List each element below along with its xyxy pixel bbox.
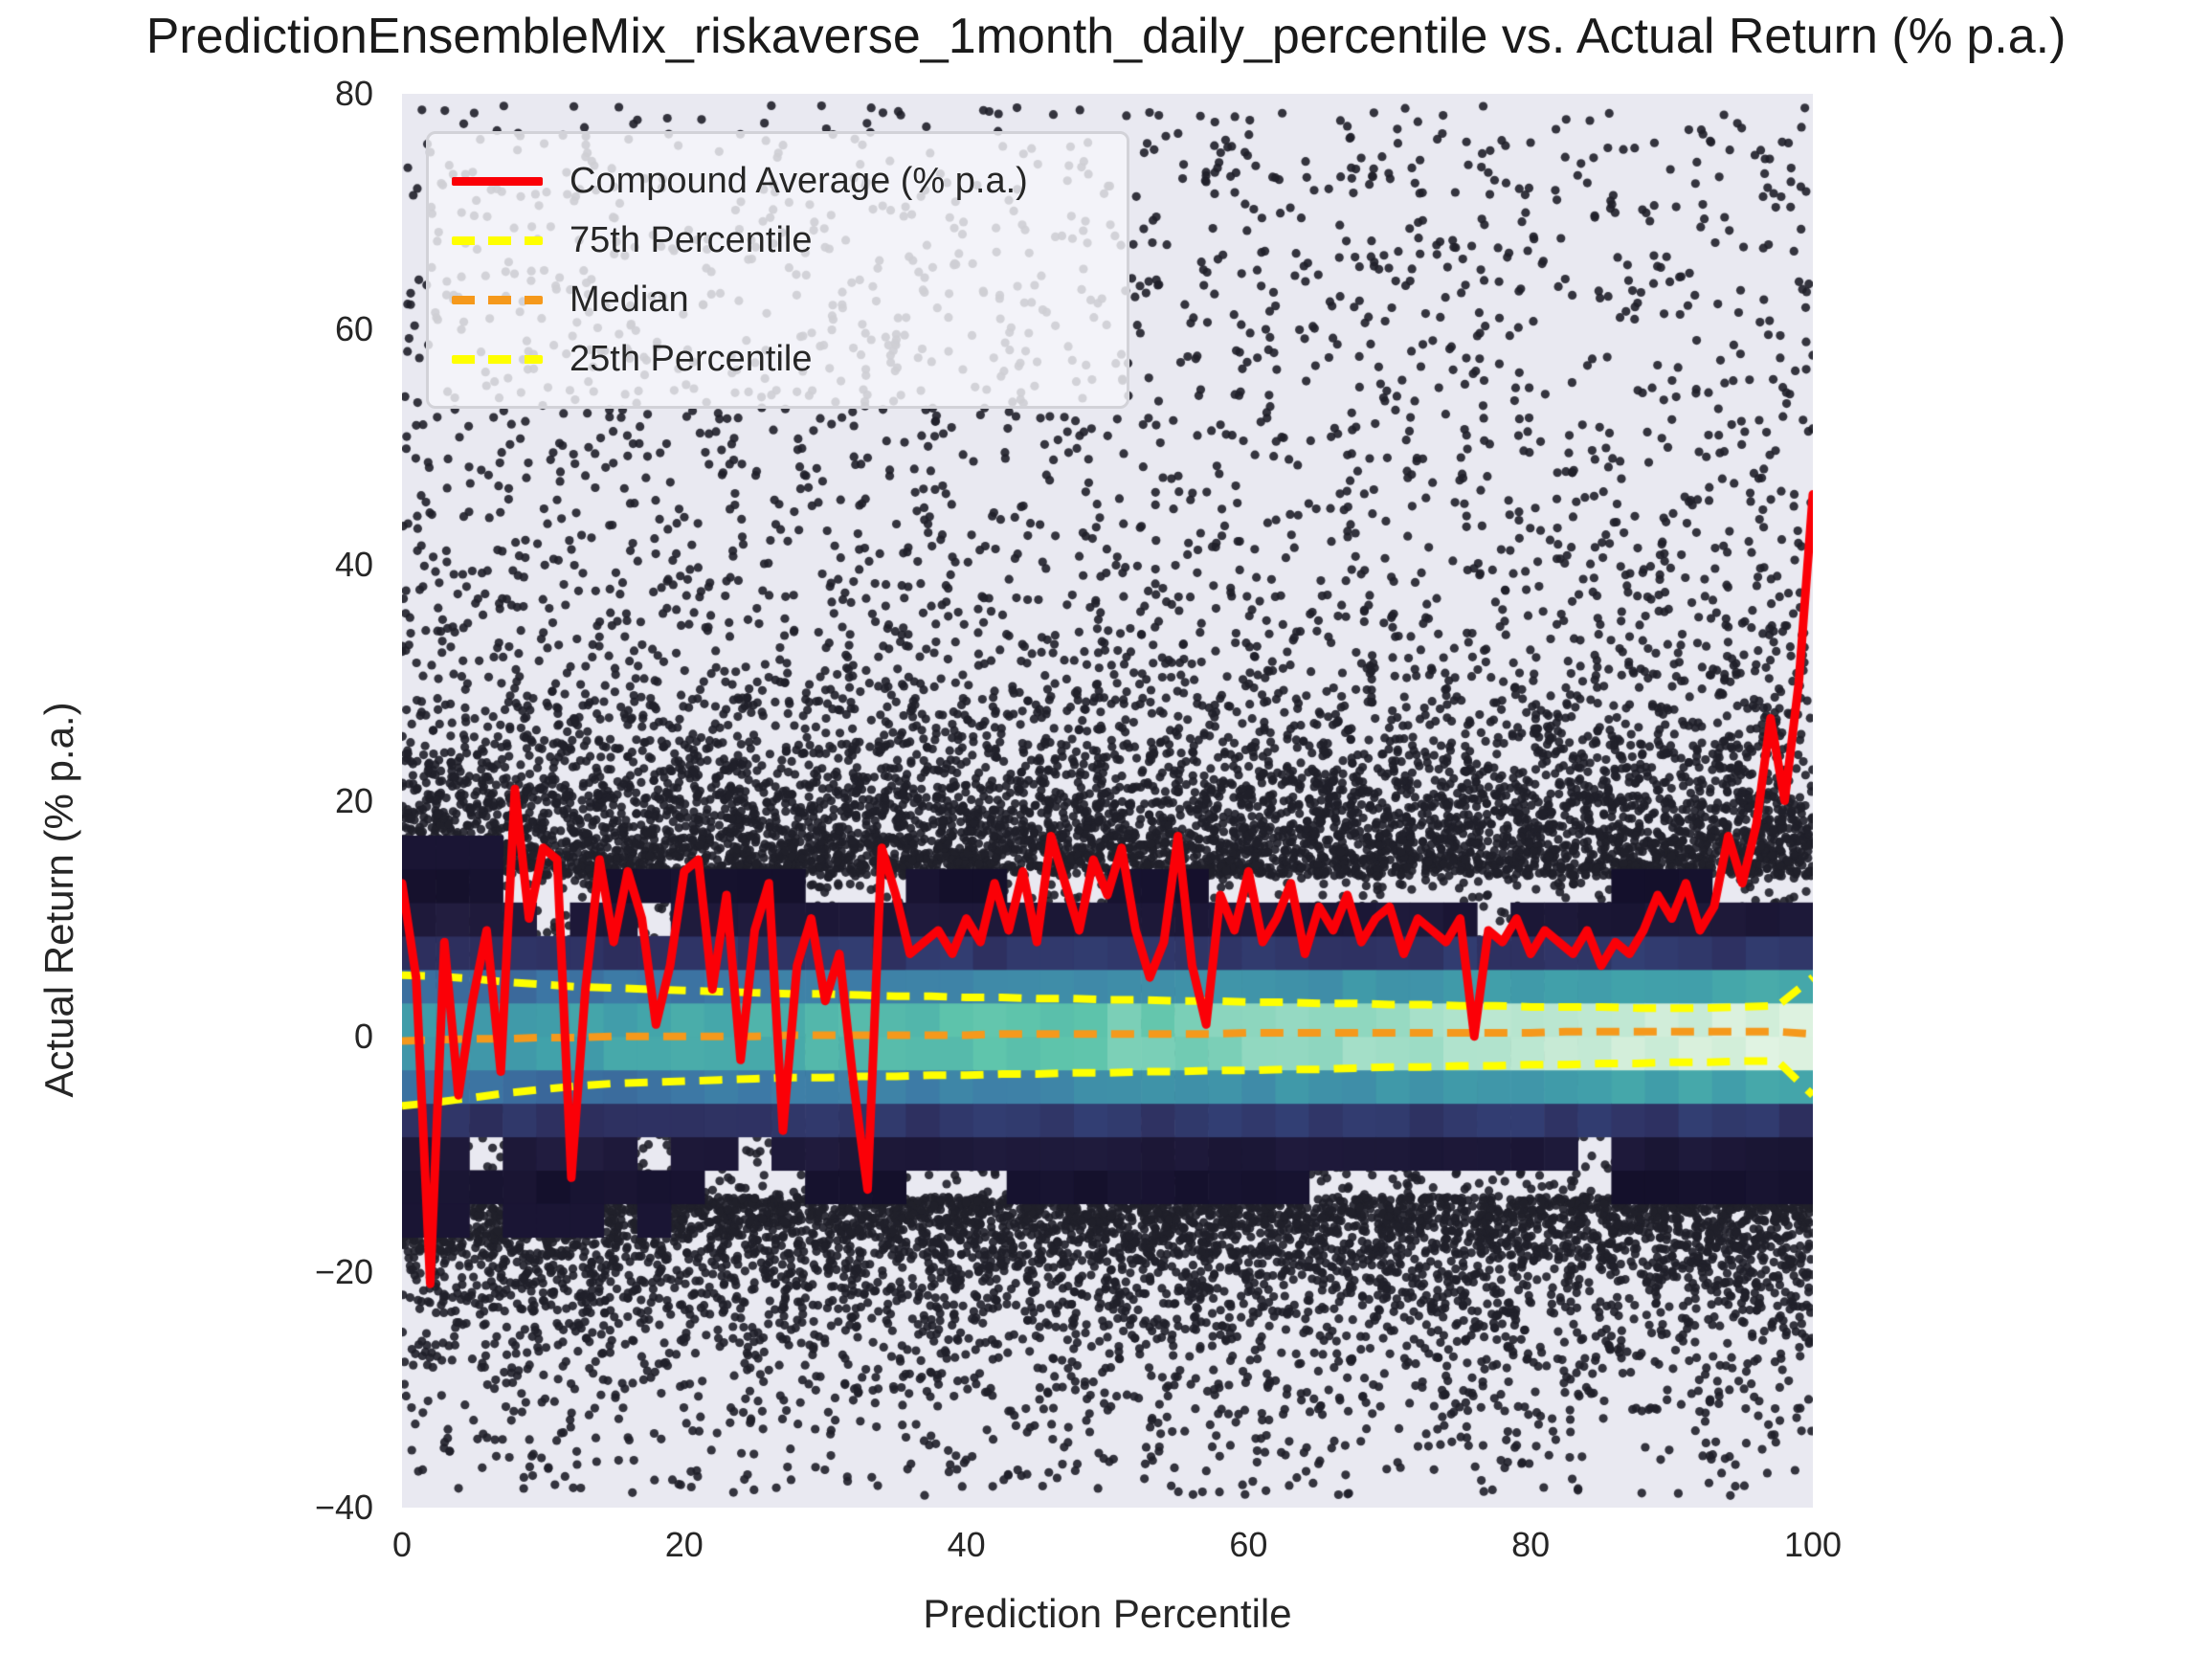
x-tick-label: 100: [1783, 1525, 1843, 1564]
legend-item-label: 75th Percentile: [570, 219, 813, 260]
legend-item-label: Median: [570, 279, 689, 320]
legend-box: Compound Average (% p.a.) 75th Percentile…: [426, 131, 1129, 409]
y-tick-label: −40: [314, 1488, 373, 1527]
legend-item-label: 25th Percentile: [570, 338, 813, 379]
legend-item: Compound Average (% p.a.): [452, 151, 1104, 211]
legend-item: 25th Percentile: [452, 329, 1104, 389]
y-tick-label: 20: [334, 780, 373, 820]
x-tick-label: 80: [1511, 1525, 1551, 1564]
legend-item-label: Compound Average (% p.a.): [570, 160, 1028, 201]
y-tick-label: −20: [314, 1251, 373, 1291]
dashed-line-swatch-icon: [452, 354, 543, 364]
x-tick-label: 20: [664, 1525, 704, 1564]
plot-area: Compound Average (% p.a.) 75th Percentile…: [402, 94, 1813, 1508]
solid-line-swatch-icon: [452, 176, 543, 186]
chart-title: PredictionEnsembleMix_riskaverse_1month_…: [145, 9, 2067, 64]
y-tick-label: 0: [353, 1016, 373, 1056]
y-tick-label: 40: [334, 545, 373, 585]
x-tick-label: 40: [947, 1525, 986, 1564]
dashed-line-swatch-icon: [452, 235, 543, 245]
y-axis-label: Actual Return (% p.a.): [36, 702, 81, 1098]
y-tick-label: 60: [334, 309, 373, 349]
x-tick-label: 0: [391, 1525, 413, 1564]
legend-item: 75th Percentile: [452, 211, 1104, 270]
legend-item: Median: [452, 270, 1104, 329]
x-tick-label: 60: [1229, 1525, 1268, 1564]
y-tick-label: 80: [334, 74, 373, 113]
x-axis-label: Prediction Percentile: [923, 1591, 1292, 1636]
dashed-line-swatch-icon: [452, 295, 543, 304]
